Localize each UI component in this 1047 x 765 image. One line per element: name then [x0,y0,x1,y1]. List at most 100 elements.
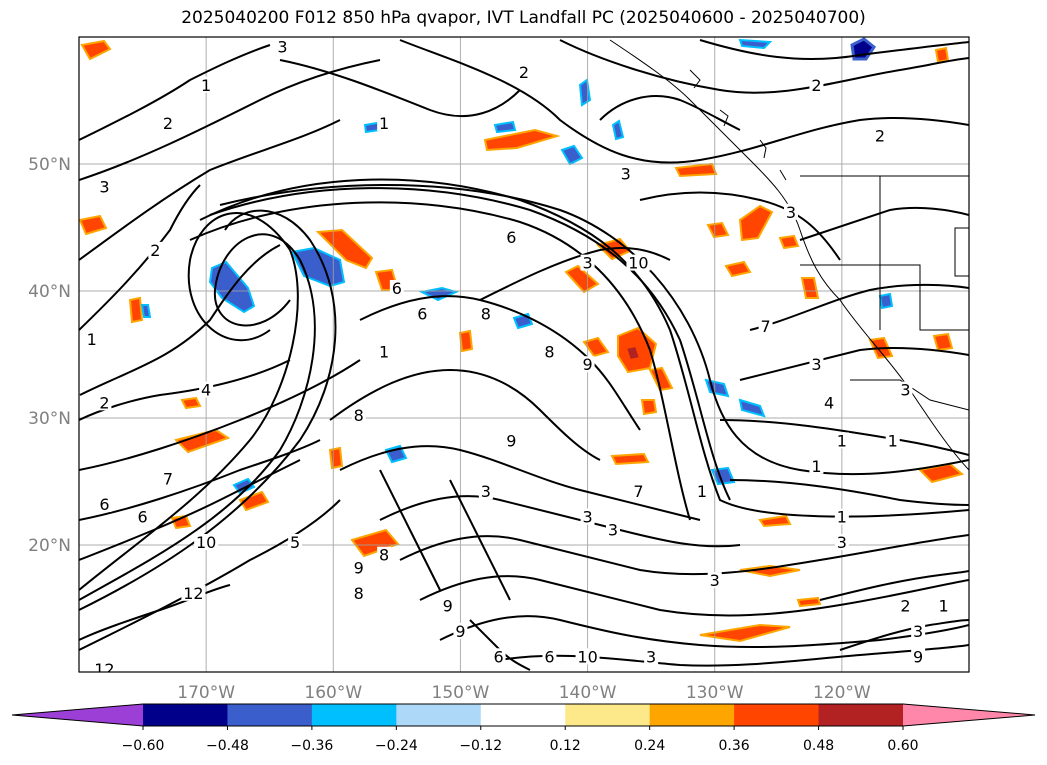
colorbar-segment [227,704,313,726]
contour-label: 8 [544,343,554,362]
contour-label: 1 [811,457,821,476]
contour-label-bg [695,483,709,500]
shade-patch [564,264,600,294]
contour-line [599,95,741,131]
contour-label: 3 [481,482,491,501]
border-state-2 [800,264,969,331]
shade-patch [699,623,791,643]
contour-line [279,59,521,118]
contour-label-bg [834,534,849,550]
contour-label: 7 [163,470,173,489]
contour-line [729,479,969,506]
lon-tick-label: 140°W [559,683,617,703]
contour-line [379,469,441,591]
lat-tick-label: 50°N [28,155,71,175]
contour-label: 2 [900,597,910,616]
contour-label: 3 [582,254,592,273]
contour-line [339,445,701,521]
contour-line [839,619,969,651]
shade-patch [80,39,112,61]
contour-line [79,359,361,471]
contour-line [199,178,969,518]
colorbar-tick-label: 0.36 [719,738,750,754]
lat-tick-label: 20°N [28,536,71,556]
contour-label-bg [351,584,366,601]
contour-label: 2 [519,63,529,82]
lat-tick-label: 30°N [28,409,71,429]
colorbar-extend-right [903,704,1035,726]
contour-label-bg [377,114,392,131]
contour-line [559,39,969,94]
contour-label-bg [911,622,926,639]
contour-label-bg [936,597,951,614]
contour-label: 3 [913,622,923,641]
lon-tick-label: 170°W [177,683,235,703]
colorbar-segment [734,704,820,726]
contour-line [79,184,201,331]
colorbar: −0.60 −0.48 −0.36 −0.24 −0.12 0.12 0.24 0.36 0.4… [11,703,1036,754]
contour-label: 1 [87,330,97,349]
contour-label: 7 [760,317,770,336]
contour-label: 3 [710,571,720,590]
contour-label-bg [377,343,392,360]
contour-label-bg [275,38,290,55]
coastlines [609,39,969,471]
contour-label-bg [97,178,112,195]
contour-label-bg [834,432,849,449]
shade-patch [640,399,658,416]
contour-label: 9 [455,622,465,641]
border-us-mexico [850,379,969,411]
contour-line [329,368,601,461]
shade-patch [932,332,954,352]
contour-line [449,479,511,601]
contour-label-bg [97,495,112,512]
contour-line [219,184,969,476]
contour-label-bg [161,470,175,487]
contour-label-bg [898,381,913,398]
contour-label-bg [873,127,887,144]
ivt-contours [79,39,969,671]
contour-label: 8 [354,406,364,425]
contour-line [739,346,969,381]
contour-label-bg [707,572,722,589]
contour-label: 12 [183,584,203,603]
contour-label: 3 [786,203,796,222]
contour-label-bg [148,241,163,258]
shade-patch [706,221,730,239]
contour-label: 4 [201,381,211,400]
contour-label-bg [784,203,798,220]
contour-label-bg [351,407,366,423]
shade-patch [128,296,144,324]
contour-label-bg [351,559,366,576]
contour-label: 7 [633,482,643,501]
shade-patch [738,204,774,242]
contour-label: 2 [163,114,173,133]
lon-tick-label: 120°W [813,683,871,703]
contour-label: 2 [150,241,160,260]
shade-patch [878,292,894,310]
contour-line [79,44,271,141]
contour-label-bg [199,76,214,93]
contour-label-bg [580,508,595,525]
lon-tick-label: 130°W [686,683,744,703]
contour-label-bg [478,305,493,322]
shade-patch [560,144,584,166]
contour-line [79,499,341,651]
contour-label-bg [97,394,112,411]
contour-label-bg [580,356,595,373]
contour-label: 3 [608,520,618,539]
shade-patch [493,120,517,134]
shade-patch [934,46,950,64]
contour-label-bg [194,534,219,550]
shade-patch [79,214,108,236]
contour-line [379,495,741,548]
contour-label: 9 [582,355,592,374]
contour-label-bg [542,343,557,360]
contour-label-bg [885,432,900,449]
shade-patch [578,78,592,107]
contour-label-bg [478,483,493,500]
map-title: 2025040200 F012 850 hPa qvapor, IVT Land… [181,8,866,28]
contour-label: 3 [646,647,656,666]
contour-label-bg [491,648,506,665]
contour-label: 6 [506,228,516,247]
